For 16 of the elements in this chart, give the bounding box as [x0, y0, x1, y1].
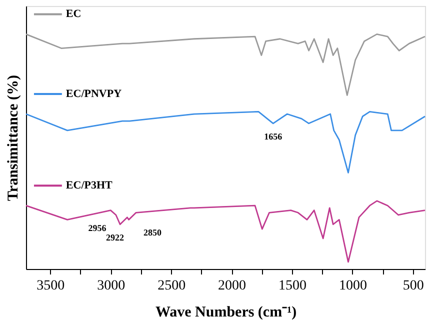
y-axis-title: Transimittance (%) — [6, 75, 22, 201]
x-tick-label: 1000 — [338, 278, 367, 294]
x-tick-label: 2000 — [218, 278, 246, 294]
legend-label: EC — [66, 8, 82, 20]
annotation: 2956 — [88, 222, 107, 233]
x-tick-label: 3000 — [97, 278, 126, 294]
x-tick-label: 1500 — [278, 278, 306, 294]
annotation: 2850 — [144, 228, 162, 238]
x-tick-label: 3500 — [36, 278, 65, 294]
x-tick-label: 2500 — [158, 278, 186, 294]
x-axis-title: Wave Numbers (cm⁻¹) — [155, 304, 297, 320]
legend-label: EC/PNVPY — [66, 88, 122, 100]
annotation: 1656 — [264, 131, 283, 142]
legend-label: EC/P3HT — [66, 180, 114, 192]
x-tick-label: 500 — [402, 278, 424, 294]
annotation: 2922 — [106, 232, 124, 242]
